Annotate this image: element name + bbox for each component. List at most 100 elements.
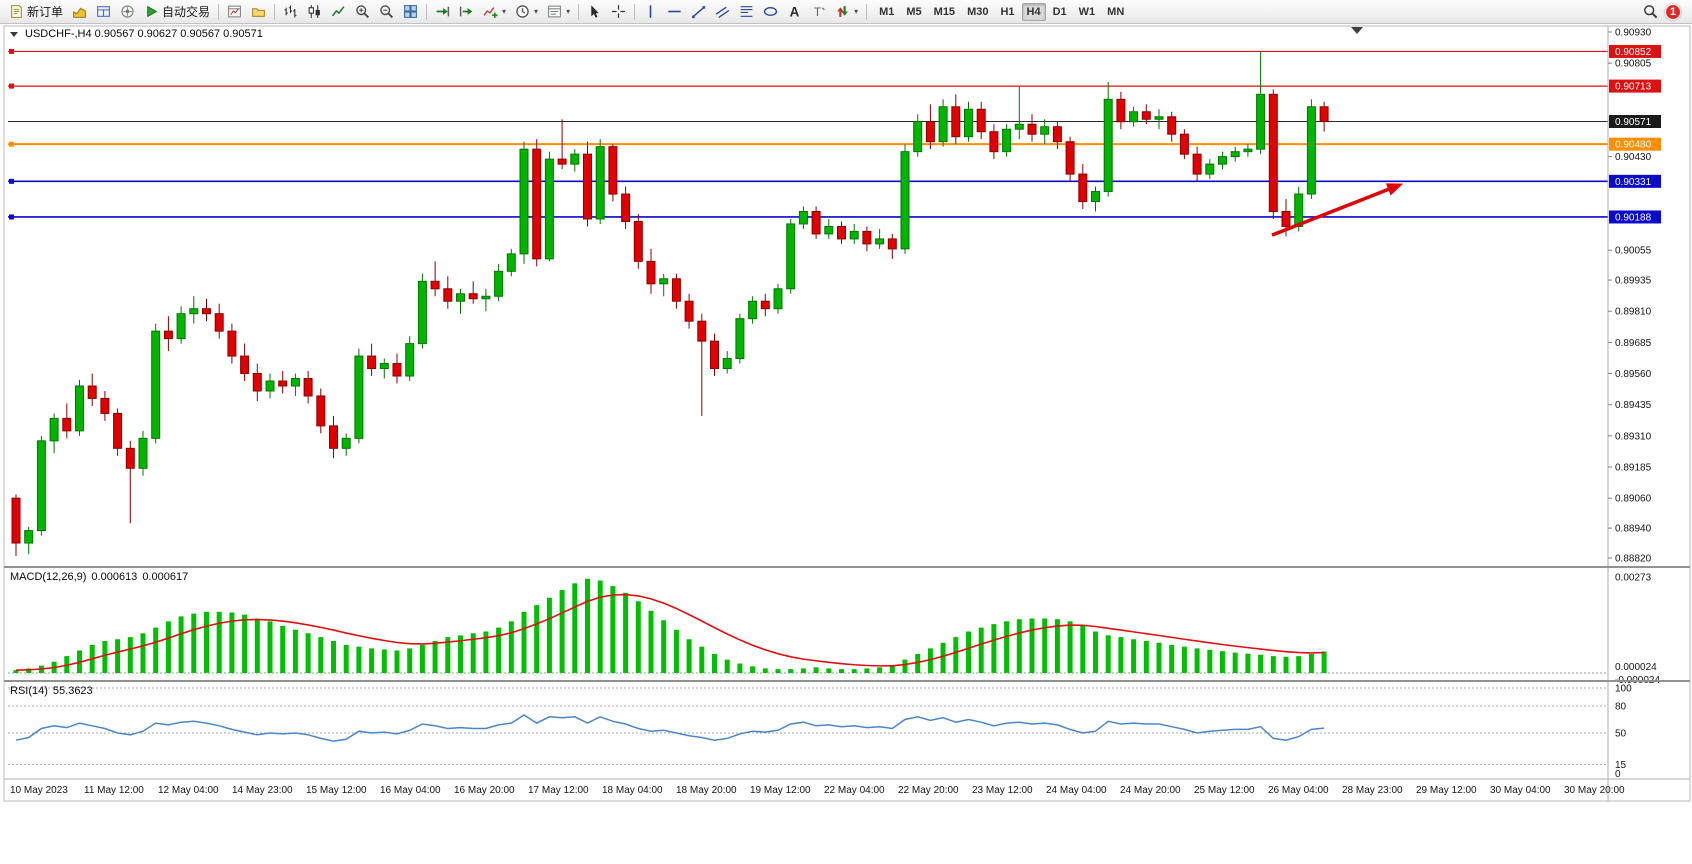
new-order-icon (11, 5, 22, 18)
horizontal-line-button[interactable] (663, 2, 686, 22)
line-handle[interactable] (9, 48, 14, 54)
text-button[interactable]: A (783, 2, 806, 22)
macd-histogram-bar (381, 649, 387, 673)
macd-histogram-bar (800, 668, 806, 673)
price-chart[interactable]: 0.90930 0.90805 0.90430 0.90055 0.89935 0.898… (0, 24, 1692, 864)
candle-body (1281, 210, 1291, 227)
periods-button[interactable]: ▾ (511, 2, 542, 22)
shapes-icon (763, 6, 778, 17)
new-chart-button[interactable] (223, 2, 246, 22)
time-scale[interactable]: 10 May 2023 11 May 12:00 12 May 04:00 14 Ma… (4, 778, 1690, 796)
templates-icon (548, 5, 561, 18)
timeframe-W1[interactable]: W1 (1078, 5, 1096, 18)
candle-body (1319, 106, 1329, 122)
timeframe-H1[interactable]: H1 (1000, 5, 1015, 18)
candle-body (748, 300, 758, 320)
macd-histogram-bar (394, 650, 400, 673)
macd-histogram-bar (1258, 654, 1264, 673)
notification-badge[interactable]: 1 (1665, 3, 1681, 20)
line-handle[interactable] (9, 141, 14, 147)
macd-histogram-bar (1308, 654, 1314, 673)
candle-body (595, 146, 605, 220)
tile-windows-button[interactable] (399, 2, 422, 22)
candle-body (1116, 98, 1126, 123)
candle-body (900, 151, 910, 250)
text-label-button[interactable]: T (807, 2, 830, 22)
arrows-icon (837, 6, 848, 17)
rsi-tick-label: 100 (1615, 684, 1632, 695)
candle-body (379, 363, 389, 370)
clock-icon (516, 5, 529, 18)
candle-body (798, 210, 808, 225)
candle-body (1052, 126, 1062, 143)
macd-histogram-bar (521, 611, 527, 673)
auto-scroll-button[interactable] (431, 2, 454, 22)
new-chart-icon (228, 5, 241, 18)
timeframe-D1[interactable]: D1 (1052, 5, 1067, 18)
cursor-button[interactable] (583, 2, 606, 22)
price-badge-label: 0.90331 (1615, 177, 1652, 188)
search-button[interactable] (1639, 2, 1662, 22)
macd-histogram-bar (1143, 641, 1149, 673)
main-toolbar: 新订单 自动交易 ▾ ▾ ▾ A T ▾ M1 M5 M15 M30 H1 H4 D1 W1 MN 1 (0, 0, 1692, 24)
timeframe-M5[interactable]: M5 (906, 5, 922, 18)
auto-trading-button[interactable]: 自动交易 (140, 2, 214, 22)
vertical-line-button[interactable] (639, 2, 662, 22)
zoom-in-button[interactable] (351, 2, 374, 22)
templates-button[interactable]: ▾ (543, 2, 574, 22)
candle-body (36, 440, 46, 532)
line-handle[interactable] (9, 178, 14, 184)
timeframe-H4[interactable]: H4 (1021, 2, 1046, 21)
candle-body (1294, 193, 1304, 227)
arrows-button[interactable]: ▾ (831, 2, 862, 22)
chart-shift-marker[interactable] (1351, 27, 1363, 34)
line-chart-button[interactable] (327, 2, 350, 22)
time-label: 17 May 12:00 (528, 785, 589, 796)
data-window-button[interactable] (92, 2, 115, 22)
main-price-panel (8, 48, 1608, 220)
chart-shift-button[interactable] (455, 2, 478, 22)
fibonacci-button[interactable] (735, 2, 758, 22)
crosshair-button[interactable] (607, 2, 630, 22)
candlestick-chart-button[interactable] (303, 2, 326, 22)
line-handle[interactable] (9, 83, 14, 89)
chart-collapse-icon[interactable] (10, 31, 18, 37)
zoom-out-button[interactable] (375, 2, 398, 22)
chart-shift-icon (459, 6, 473, 17)
price-tick-label: 0.89810 (1615, 307, 1652, 318)
macd-histogram-bar (635, 601, 641, 673)
new-order-button[interactable]: 新订单 (5, 2, 67, 22)
macd-histogram-bar (1207, 649, 1213, 673)
price-scale[interactable]: 0.90930 0.90805 0.90430 0.90055 0.89935 0.898… (1607, 26, 1661, 801)
timeframe-MN[interactable]: MN (1107, 5, 1125, 18)
equidistant-channel-button[interactable] (711, 2, 734, 22)
line-handle[interactable] (9, 214, 14, 220)
profiles-button[interactable] (247, 2, 270, 22)
price-badge-0.90571 (1609, 114, 1661, 128)
timeframe-M15[interactable]: M15 (933, 5, 956, 18)
candle-body (1078, 173, 1088, 203)
data-window-icon (97, 6, 110, 17)
macd-histogram-bar (280, 625, 286, 673)
shapes-button[interactable] (759, 2, 782, 22)
candle-body (710, 340, 719, 370)
candle-body (481, 295, 491, 300)
trendline-button[interactable] (687, 2, 710, 22)
navigator-button[interactable] (116, 2, 139, 22)
search-icon (1644, 5, 1658, 19)
macd-histogram-bar (559, 590, 565, 673)
bar-chart-button[interactable] (279, 2, 302, 22)
market-watch-button[interactable] (68, 2, 91, 22)
candle-body (697, 320, 707, 342)
chart-title: USDCHF-,H4 0.90567 0.90627 0.90567 0.905… (10, 28, 263, 40)
indicators-button[interactable]: ▾ (479, 2, 510, 22)
macd-histogram-bar (267, 621, 273, 673)
candle-body (786, 223, 796, 290)
timeframe-M1[interactable]: M1 (879, 5, 895, 18)
candle-body (925, 121, 935, 143)
trend-arrow-annotation[interactable] (1271, 183, 1404, 237)
time-label: 12 May 04:00 (158, 785, 219, 796)
price-tick-label: 0.89310 (1615, 431, 1652, 442)
hline-icon (668, 10, 681, 13)
timeframe-M30[interactable]: M30 (967, 5, 989, 18)
